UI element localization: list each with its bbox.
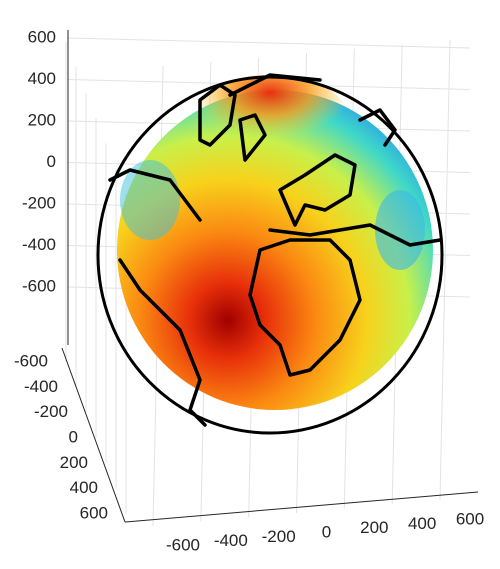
x-tick-label: -400 <box>214 531 248 550</box>
surface-highlight <box>190 75 350 165</box>
y-tick-label: -400 <box>24 377 58 396</box>
x-tick-label: 200 <box>360 518 388 537</box>
y-tick-label: 400 <box>70 478 98 497</box>
globe <box>96 73 444 435</box>
x-tick-label: -200 <box>262 527 296 546</box>
z-tick-label: 600 <box>28 27 56 46</box>
y-tick-label: -200 <box>34 402 68 421</box>
x-tick-label: 600 <box>456 509 484 528</box>
grid-line <box>67 37 471 49</box>
x-tick-label: -600 <box>166 535 200 554</box>
x-axis <box>124 491 479 523</box>
x-tick-label: 0 <box>322 522 331 541</box>
z-tick-label: 0 <box>47 152 56 171</box>
y-tick-label: 600 <box>80 503 108 522</box>
x-tick-label: 400 <box>408 514 436 533</box>
z-tick-label: 200 <box>28 110 56 129</box>
surface-highlight <box>375 190 425 270</box>
y-tick-label: -600 <box>14 351 48 370</box>
y-tick-label: 200 <box>60 453 88 472</box>
z-tick-label: -200 <box>22 193 56 212</box>
coastline <box>108 73 442 427</box>
z-tick-label: -600 <box>22 276 56 295</box>
z-tick-label: -400 <box>22 235 56 254</box>
z-tick-label: 400 <box>28 69 56 88</box>
outline <box>96 75 444 435</box>
grid-line <box>439 39 451 501</box>
y-tick-label: 0 <box>69 427 78 446</box>
y-axis <box>61 347 126 523</box>
